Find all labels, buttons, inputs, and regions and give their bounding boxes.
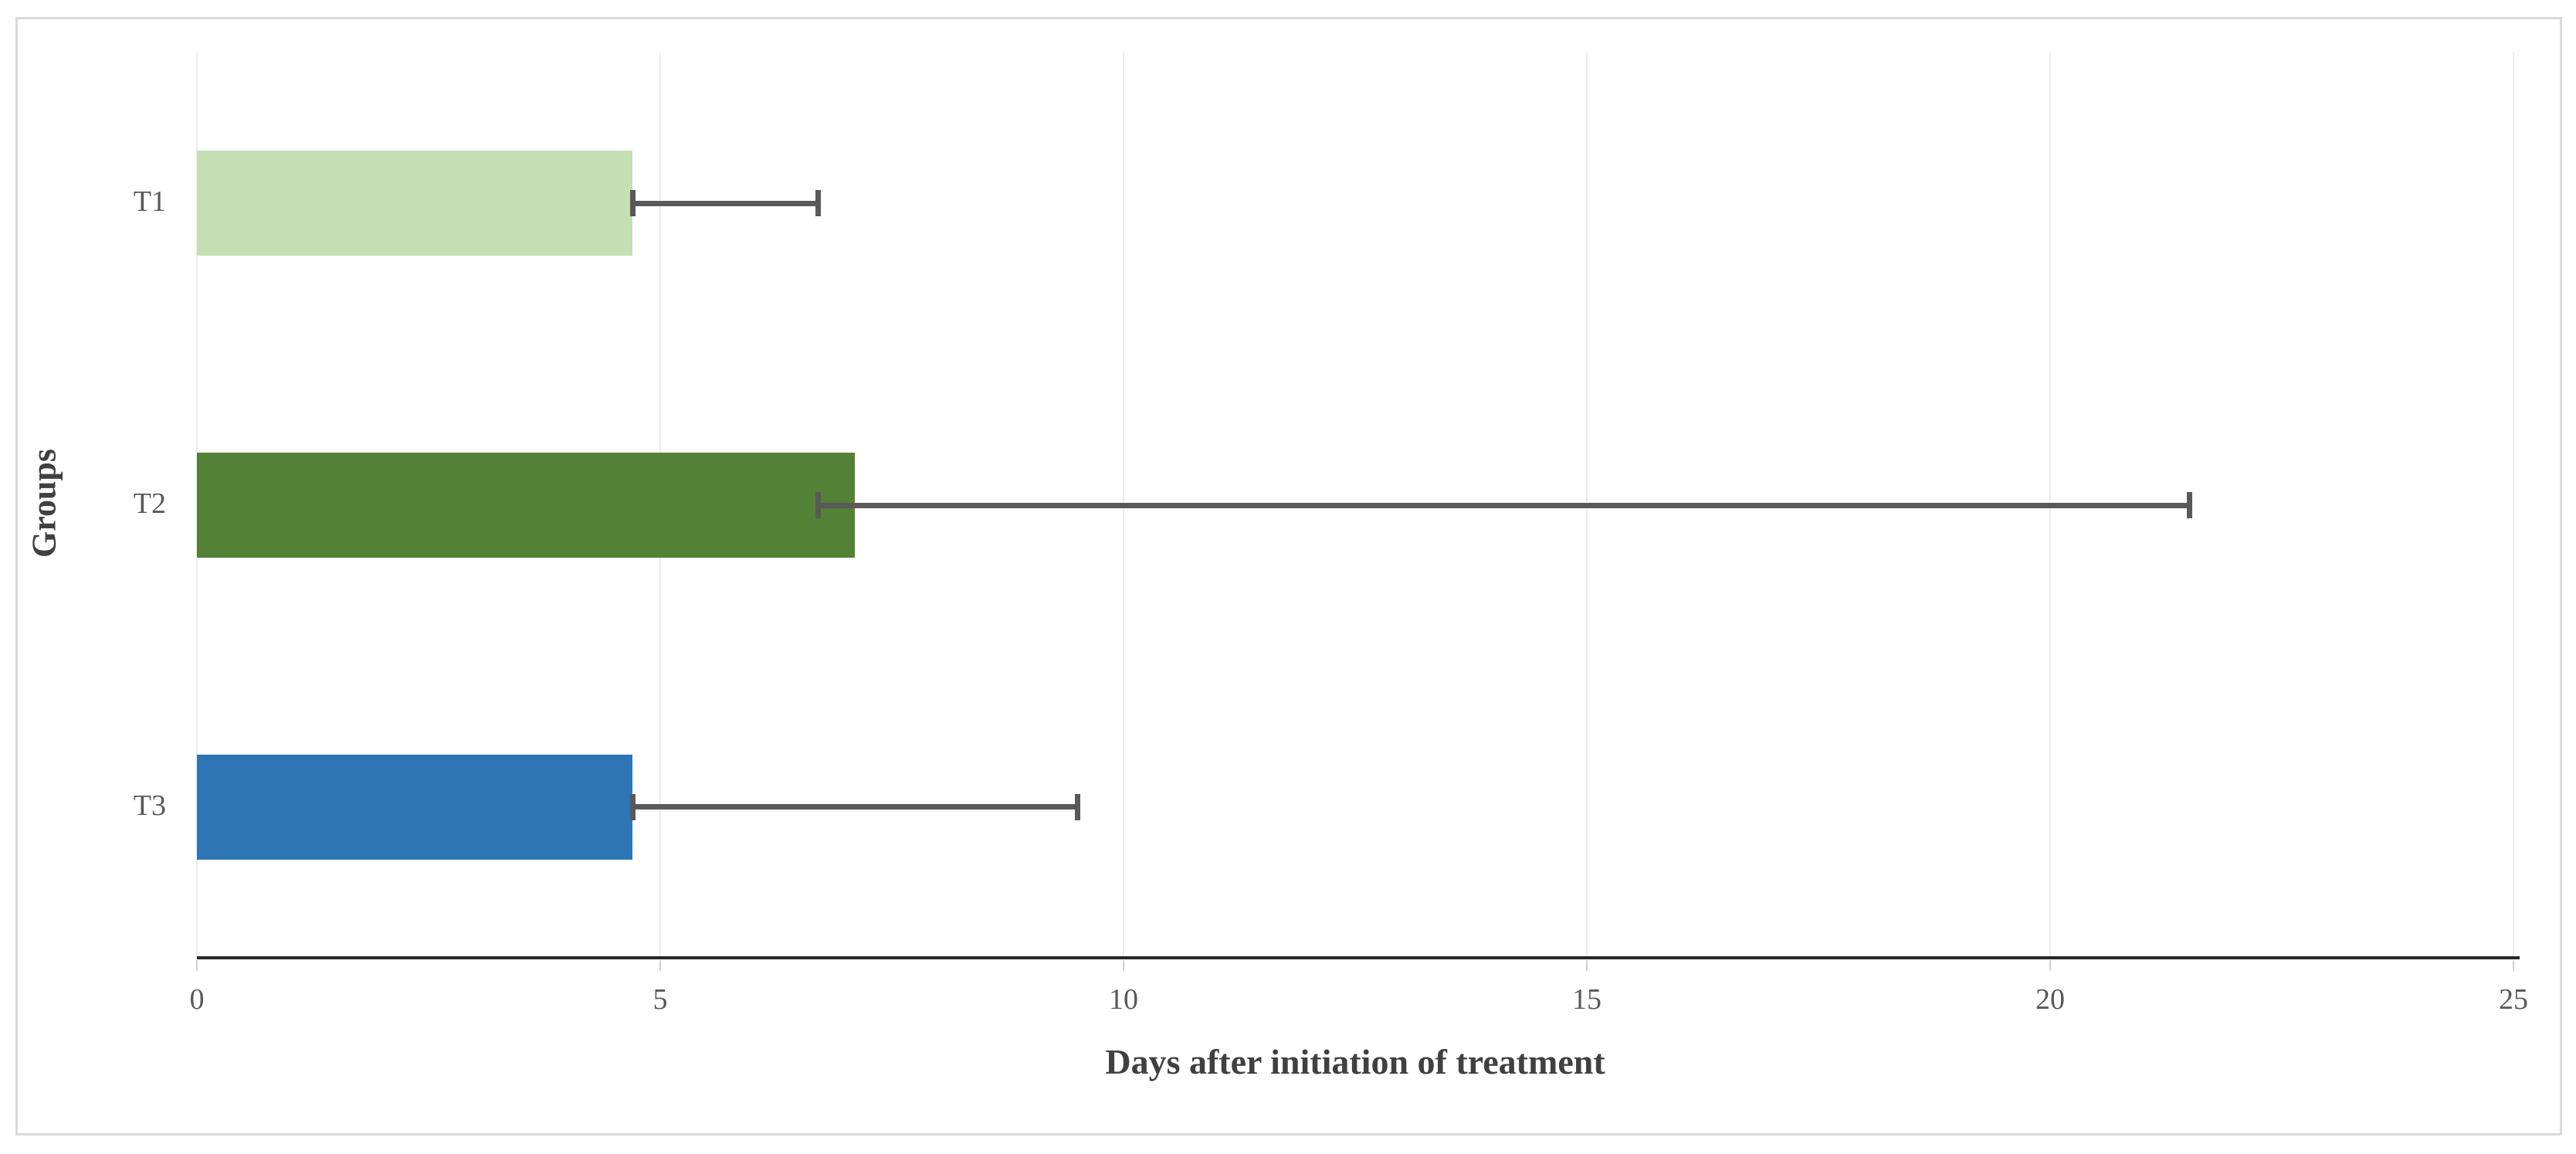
error-bar-cap-low-t3	[629, 793, 636, 820]
category-label-t1: T1	[133, 185, 166, 219]
x-tick-mark	[2513, 960, 2514, 971]
bar-t2	[197, 453, 855, 558]
category-label-t2: T2	[133, 487, 166, 520]
error-bar-cap-high-t3	[1074, 793, 1080, 820]
error-bar-cap-low-t2	[815, 492, 821, 518]
bar-t1	[197, 151, 632, 256]
error-bar-cap-low-t1	[629, 190, 636, 217]
x-tick-mark	[2049, 960, 2051, 971]
error-bar-line-t2	[818, 502, 2189, 508]
x-tick-label: 25	[2499, 983, 2528, 1016]
category-label-t3: T3	[133, 789, 166, 822]
error-bar-line-t3	[632, 804, 1077, 810]
error-bar-line-t1	[632, 200, 818, 206]
x-axis-line	[197, 956, 2520, 959]
bar-t3	[197, 754, 632, 860]
x-tick-mark	[659, 960, 661, 971]
x-tick-mark	[196, 960, 198, 971]
error-bar-cap-high-t2	[2186, 492, 2192, 518]
x-tick-label: 0	[189, 983, 205, 1016]
x-tick-mark	[1586, 960, 1588, 971]
x-axis-title: Days after initiation of treatment	[1105, 1042, 1605, 1081]
x-tick-mark	[1123, 960, 1124, 971]
x-tick-label: 10	[1109, 983, 1138, 1016]
x-tick-label: 15	[1572, 983, 1602, 1016]
x-gridline	[2513, 53, 2514, 958]
x-tick-label: 20	[2035, 983, 2065, 1016]
error-bar-cap-high-t1	[815, 190, 821, 217]
x-tick-label: 5	[652, 983, 668, 1016]
